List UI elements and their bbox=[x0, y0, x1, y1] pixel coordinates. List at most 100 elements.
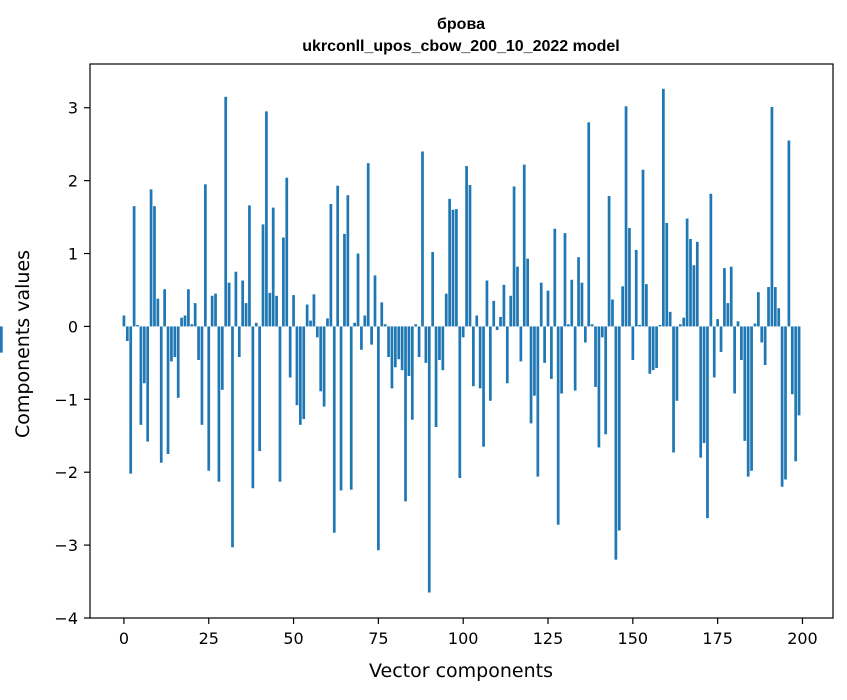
bar bbox=[689, 238, 692, 327]
bar bbox=[455, 209, 458, 327]
bar bbox=[159, 326, 163, 463]
bar bbox=[421, 151, 424, 327]
bar bbox=[760, 326, 764, 343]
bar bbox=[360, 326, 363, 350]
bar bbox=[733, 326, 736, 394]
bar bbox=[784, 326, 787, 480]
bar bbox=[441, 326, 445, 371]
bar bbox=[573, 326, 577, 391]
bar bbox=[444, 293, 448, 327]
bar bbox=[349, 326, 353, 490]
bar bbox=[723, 268, 726, 327]
bar bbox=[468, 185, 472, 327]
bar bbox=[485, 280, 489, 327]
bar bbox=[492, 300, 496, 327]
bar bbox=[685, 218, 689, 327]
bar bbox=[390, 326, 394, 389]
bar bbox=[336, 185, 340, 327]
bar bbox=[604, 326, 608, 435]
bar bbox=[251, 326, 255, 489]
bar bbox=[621, 286, 625, 327]
bar bbox=[461, 326, 465, 338]
bar bbox=[590, 324, 594, 327]
plot-frame bbox=[89, 63, 834, 619]
bar bbox=[526, 258, 530, 327]
bar bbox=[302, 326, 306, 419]
x-axis-label: Vector components bbox=[369, 660, 553, 682]
y-axis-ticks: −4 −3 −2 −1 0 1 2 3 bbox=[54, 99, 90, 628]
bar bbox=[373, 275, 377, 327]
bar bbox=[125, 326, 129, 341]
bar bbox=[187, 289, 190, 327]
y-tick-label: −1 bbox=[54, 390, 78, 409]
bar bbox=[682, 317, 686, 327]
bar bbox=[139, 326, 143, 425]
bar bbox=[356, 253, 360, 327]
bar bbox=[370, 326, 373, 345]
bar bbox=[217, 326, 221, 482]
bar bbox=[397, 326, 401, 360]
x-tick-label: 200 bbox=[787, 629, 818, 648]
bar bbox=[645, 284, 648, 327]
y-axis-label: Components values bbox=[12, 250, 34, 438]
bar bbox=[438, 326, 441, 360]
bar bbox=[424, 326, 428, 363]
bar bbox=[173, 326, 177, 358]
bar bbox=[719, 326, 723, 352]
bar bbox=[214, 293, 217, 327]
bar bbox=[716, 319, 720, 327]
bar bbox=[699, 326, 703, 458]
bar bbox=[560, 326, 563, 394]
bar bbox=[499, 316, 502, 327]
bar bbox=[288, 326, 292, 378]
bar bbox=[427, 326, 431, 593]
bar bbox=[550, 326, 553, 379]
bar bbox=[790, 326, 794, 395]
bar bbox=[478, 326, 482, 389]
x-tick-label: 25 bbox=[199, 629, 219, 648]
bar bbox=[773, 287, 777, 327]
bar bbox=[346, 195, 350, 327]
bar bbox=[132, 206, 136, 327]
bar bbox=[377, 326, 380, 551]
bar bbox=[295, 326, 299, 406]
bar bbox=[736, 321, 740, 327]
bar bbox=[322, 326, 326, 407]
bar bbox=[743, 326, 747, 441]
bar bbox=[244, 303, 248, 327]
bar bbox=[315, 326, 319, 338]
bar bbox=[583, 326, 587, 343]
bar bbox=[546, 290, 550, 327]
bar bbox=[695, 241, 699, 327]
bar bbox=[170, 326, 173, 362]
bar bbox=[431, 252, 435, 327]
bar bbox=[404, 326, 407, 502]
bar bbox=[607, 195, 611, 327]
bar bbox=[706, 326, 709, 519]
x-tick-label: 175 bbox=[702, 629, 733, 648]
x-tick-label: 150 bbox=[618, 629, 649, 648]
bar bbox=[383, 324, 387, 327]
bar bbox=[129, 326, 133, 474]
bar bbox=[176, 326, 180, 398]
bar bbox=[662, 88, 665, 327]
bar bbox=[265, 111, 268, 327]
bar bbox=[366, 163, 370, 327]
x-axis-ticks: 0 25 50 75 100 125 150 175 200 bbox=[119, 618, 818, 648]
bar bbox=[207, 326, 211, 471]
bar bbox=[746, 326, 750, 477]
bar bbox=[465, 166, 468, 327]
bar bbox=[631, 326, 635, 360]
chart-title: брова bbox=[437, 16, 485, 33]
bar bbox=[203, 184, 207, 327]
bar bbox=[543, 326, 546, 363]
bar bbox=[533, 326, 536, 396]
bar bbox=[726, 303, 730, 327]
bar bbox=[740, 326, 743, 360]
bar bbox=[624, 106, 628, 327]
bar bbox=[780, 326, 784, 487]
bar bbox=[190, 324, 194, 327]
bar bbox=[298, 326, 302, 425]
bar bbox=[665, 222, 669, 327]
